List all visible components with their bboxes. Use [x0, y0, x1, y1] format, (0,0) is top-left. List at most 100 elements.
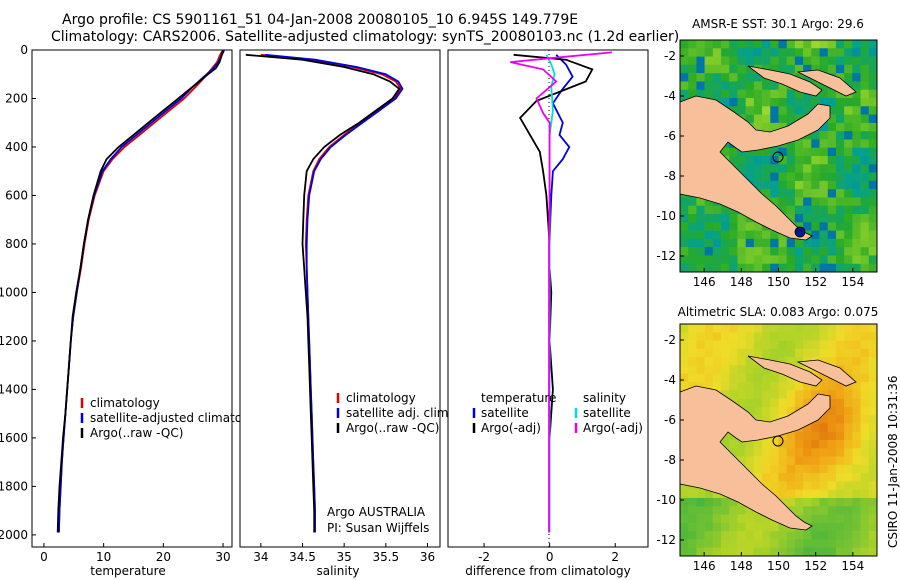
heatmap-cell	[786, 89, 796, 99]
difference-axis-label: difference from climatology	[465, 564, 631, 578]
heatmap-cell	[844, 431, 853, 441]
map-y-tick-label: -6	[664, 129, 676, 143]
heatmap-cell	[778, 473, 788, 482]
heatmap-cell	[680, 531, 689, 540]
heatmap-cell	[827, 106, 837, 115]
legend-title-salinity: salinity	[583, 391, 626, 405]
heatmap-cell	[753, 247, 763, 256]
heatmap-cell	[712, 365, 722, 375]
heatmap-cell	[680, 522, 689, 532]
heatmap-cell	[712, 340, 722, 350]
heatmap-cell	[688, 214, 697, 223]
heatmap-cell	[844, 348, 853, 358]
heatmap-cell	[868, 373, 878, 383]
legend-label-satellite: satellite adj. clim.	[346, 406, 452, 420]
heatmap-cell	[835, 506, 845, 515]
heatmap-cell	[803, 539, 812, 549]
heatmap-cell	[811, 539, 820, 549]
heatmap-cell	[704, 324, 714, 333]
heatmap-cell	[753, 448, 763, 457]
heatmap-cell	[868, 406, 878, 416]
x-tick-label: -2	[478, 550, 490, 564]
heatmap-cell	[835, 489, 845, 499]
heatmap-cell	[803, 247, 812, 256]
heatmap-cell	[860, 489, 870, 499]
heatmap-cell	[852, 489, 861, 499]
heatmap-cell	[803, 106, 812, 115]
heatmap-cell	[844, 164, 853, 173]
heatmap-cell	[811, 531, 820, 540]
map-y-tick-label: -10	[656, 209, 676, 223]
heatmap-cell	[860, 522, 870, 532]
heatmap-cell	[712, 547, 722, 557]
heatmap-cell	[811, 156, 820, 165]
heatmap-cell	[852, 247, 861, 256]
heatmap-cell	[835, 456, 845, 466]
heatmap-cell	[860, 197, 870, 207]
heatmap-cell	[819, 514, 829, 524]
heatmap-cell	[721, 40, 730, 49]
heatmap-cell	[770, 398, 779, 408]
heatmap-cell	[778, 56, 788, 66]
heatmap-cell	[762, 189, 771, 198]
heatmap-cell	[704, 81, 714, 91]
heatmap-cell	[729, 373, 738, 383]
heatmap-cell	[811, 40, 820, 49]
heatmap-cell	[819, 48, 829, 57]
heatmap-cell	[860, 415, 870, 424]
heatmap-cell	[868, 481, 878, 491]
legend-label-sal-satellite: satellite	[583, 406, 631, 420]
heatmap-cell	[680, 382, 689, 391]
heatmap-cell	[688, 539, 697, 549]
heatmap-cell	[844, 189, 853, 198]
heatmap-cell	[794, 139, 804, 149]
heatmap-cell	[835, 64, 845, 74]
heatmap-cell	[704, 89, 714, 99]
heatmap-cell	[745, 440, 755, 449]
heatmap-cell	[868, 64, 878, 74]
heatmap-cell	[778, 81, 788, 91]
heatmap-cell	[860, 230, 870, 240]
heatmap-cell	[712, 205, 722, 215]
heatmap-cell	[794, 40, 804, 49]
heatmap-cell	[745, 40, 755, 49]
heatmap-cell	[770, 464, 779, 474]
heatmap-cell	[737, 255, 746, 265]
heatmap-cell	[688, 81, 697, 91]
heatmap-cell	[844, 73, 853, 82]
heatmap-cell	[770, 98, 779, 107]
heatmap-cell	[753, 547, 763, 557]
heatmap-cell	[745, 156, 755, 165]
heatmap-cell	[827, 114, 837, 124]
heatmap-cell	[704, 73, 714, 82]
heatmap-cell	[827, 531, 837, 540]
heatmap-cell	[688, 222, 697, 231]
heatmap-cell	[835, 147, 845, 157]
heatmap-cell	[721, 440, 730, 449]
heatmap-cell	[819, 481, 829, 491]
heatmap-cell	[680, 255, 689, 265]
heatmap-cell	[753, 122, 763, 132]
heatmap-cell	[762, 172, 771, 182]
heatmap-cell	[803, 506, 812, 515]
heatmap-cell	[704, 197, 714, 207]
heatmap-cell	[704, 48, 714, 57]
heatmap-cell	[827, 348, 837, 358]
heatmap-cell	[729, 390, 738, 399]
heatmap-cell	[811, 522, 820, 532]
heatmap-cell	[770, 456, 779, 466]
heatmap-cell	[827, 147, 837, 157]
heatmap-cell	[819, 64, 829, 74]
heatmap-cell	[860, 164, 870, 173]
heatmap-cell	[827, 423, 837, 433]
heatmap-cell	[770, 81, 779, 91]
heatmap-cell	[844, 263, 853, 273]
heatmap-cell	[852, 189, 861, 198]
heatmap-cell	[762, 390, 771, 399]
heatmap-cell	[680, 222, 689, 231]
heatmap-cell	[835, 197, 845, 207]
heatmap-cell	[835, 522, 845, 532]
heatmap-cell	[811, 197, 820, 207]
heatmap-cell	[868, 348, 878, 358]
heatmap-cell	[852, 390, 861, 399]
